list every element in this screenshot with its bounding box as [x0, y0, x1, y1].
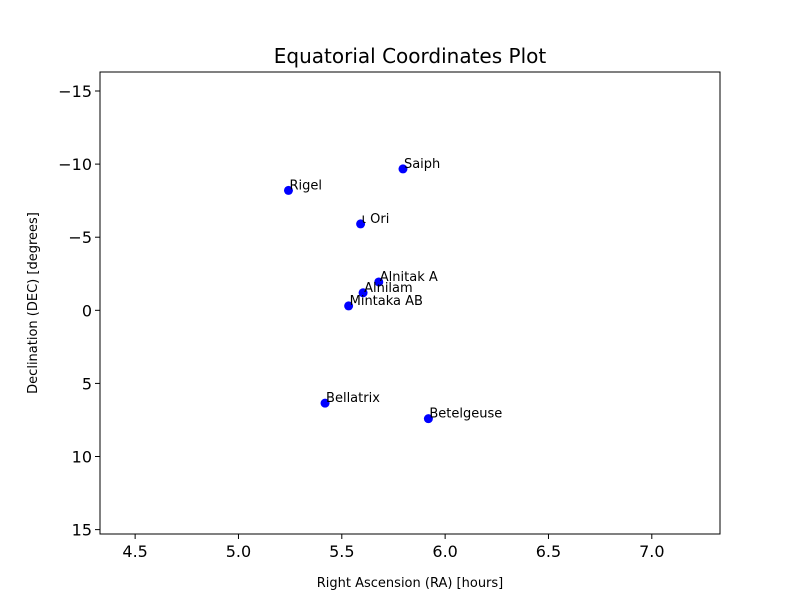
- x-tick-label: 6.0: [432, 542, 457, 561]
- data-point-label: Bellatrix: [326, 391, 380, 406]
- x-tick-label: 7.0: [639, 542, 664, 561]
- data-point: [320, 398, 330, 408]
- data-point: [398, 164, 408, 174]
- data-point-label: Saiph: [404, 157, 440, 172]
- data-point: [356, 219, 366, 229]
- x-axis-label: Right Ascension (RA) [hours]: [317, 576, 504, 591]
- x-tick-label: 5.5: [329, 542, 354, 561]
- data-point-label: Rigel: [289, 178, 322, 193]
- y-tick-label: −10: [58, 155, 92, 174]
- y-tick-label: −5: [68, 228, 92, 247]
- data-point: [344, 301, 354, 311]
- y-tick-label: 15: [72, 521, 92, 540]
- y-tick-label: 0: [82, 301, 92, 320]
- data-point: [423, 414, 433, 424]
- data-point-label: Mintaka AB: [350, 294, 423, 309]
- x-axis-ticks: 4.5 5.0 5.5 6.0 6.5 7.0: [122, 534, 665, 561]
- data-point-label: Alnilam: [364, 281, 413, 296]
- plot-area-frame: [99, 71, 721, 535]
- data-point-label: Betelgeuse: [429, 407, 502, 422]
- y-tick-label: 5: [82, 374, 92, 393]
- data-point-label: ι Ori: [362, 212, 390, 227]
- x-tick-label: 5.0: [226, 542, 251, 561]
- data-point: [283, 185, 293, 195]
- data-point: [374, 277, 384, 287]
- chart-title: Equatorial Coordinates Plot: [274, 44, 547, 68]
- y-tick-label: 10: [72, 448, 92, 467]
- data-point-label: Alnitak A: [380, 270, 438, 285]
- x-tick-label: 4.5: [122, 542, 147, 561]
- x-tick-label: 6.5: [536, 542, 561, 561]
- y-axis-label: Declination (DEC) [degrees]: [26, 212, 41, 394]
- y-axis-ticks: −15 −10 −5 0 5 10 15: [58, 82, 100, 540]
- y-tick-label: −15: [58, 82, 92, 101]
- data-point: [358, 288, 368, 298]
